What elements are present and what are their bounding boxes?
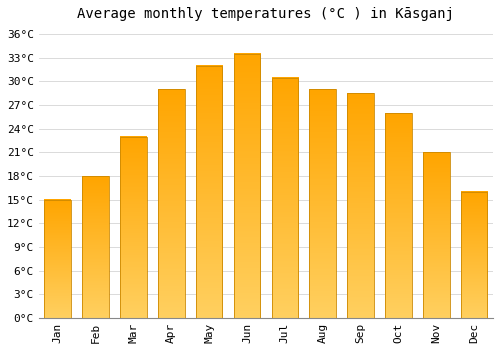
Bar bbox=[423, 152, 450, 318]
Bar bbox=[461, 192, 487, 318]
Bar bbox=[310, 89, 336, 318]
Bar bbox=[234, 54, 260, 318]
Bar bbox=[44, 200, 71, 318]
Bar bbox=[82, 176, 109, 318]
Bar bbox=[272, 77, 298, 318]
Bar bbox=[196, 66, 222, 318]
Bar bbox=[385, 113, 411, 318]
Title: Average monthly temperatures (°C ) in Kāsganj: Average monthly temperatures (°C ) in Kā… bbox=[78, 7, 454, 21]
Bar bbox=[158, 89, 184, 318]
Bar bbox=[120, 136, 146, 318]
Bar bbox=[348, 93, 374, 318]
